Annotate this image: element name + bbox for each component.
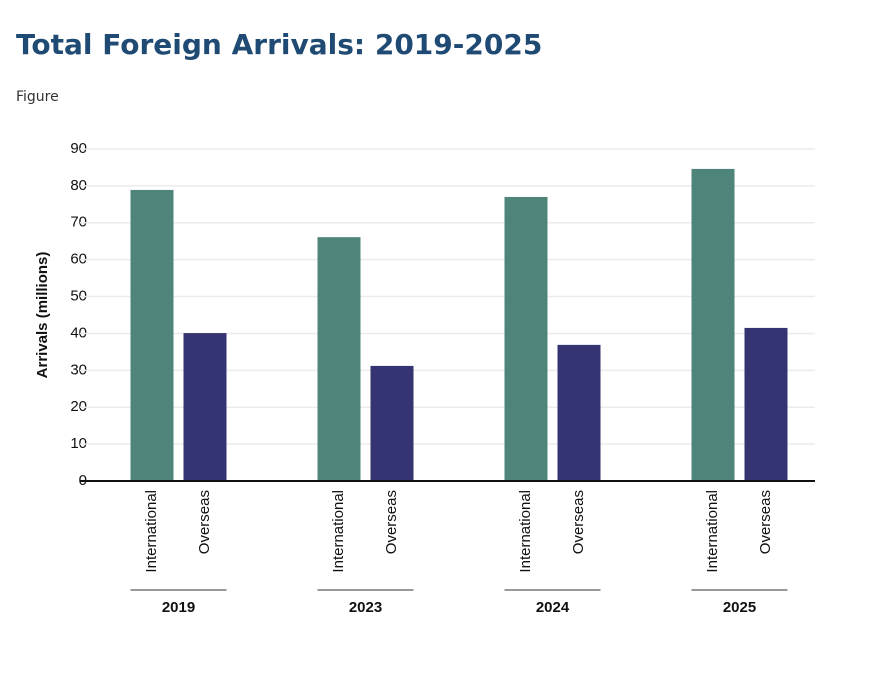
series-label: Overseas	[757, 490, 774, 554]
bar	[317, 237, 361, 481]
y-tick-label: 20	[70, 398, 87, 415]
series-label: Overseas	[570, 490, 587, 554]
series-label: International	[143, 490, 160, 573]
series-label: Overseas	[383, 490, 400, 554]
y-tick-label: 60	[70, 251, 87, 268]
series-label: International	[517, 490, 534, 573]
y-tick-label: 90	[70, 140, 87, 157]
x-tick-label: 2024	[536, 599, 570, 616]
y-tick-label: 50	[70, 288, 87, 305]
series-label: International	[704, 490, 721, 573]
y-tick-label: 40	[70, 324, 87, 341]
bar	[744, 327, 788, 481]
bar	[370, 365, 414, 481]
x-tick-label: 2023	[349, 599, 382, 616]
bar	[504, 196, 548, 481]
bar	[183, 333, 227, 481]
series-label: International	[330, 490, 347, 573]
bar	[691, 168, 735, 482]
y-tick-label: 30	[70, 361, 87, 378]
series-label: Overseas	[196, 490, 213, 554]
bar	[557, 344, 601, 481]
y-axis-label: Arrivals (millions)	[34, 252, 51, 379]
y-tick-label: 80	[70, 177, 87, 194]
bar	[130, 189, 174, 482]
x-tick-label: 2025	[723, 599, 756, 616]
y-tick-label: 70	[70, 214, 87, 231]
y-tick-label: 10	[70, 435, 87, 452]
x-tick-label: 2019	[162, 599, 195, 616]
page-title: Total Foreign Arrivals: 2019-2025	[16, 28, 543, 61]
figure-label: Figure	[16, 89, 59, 105]
